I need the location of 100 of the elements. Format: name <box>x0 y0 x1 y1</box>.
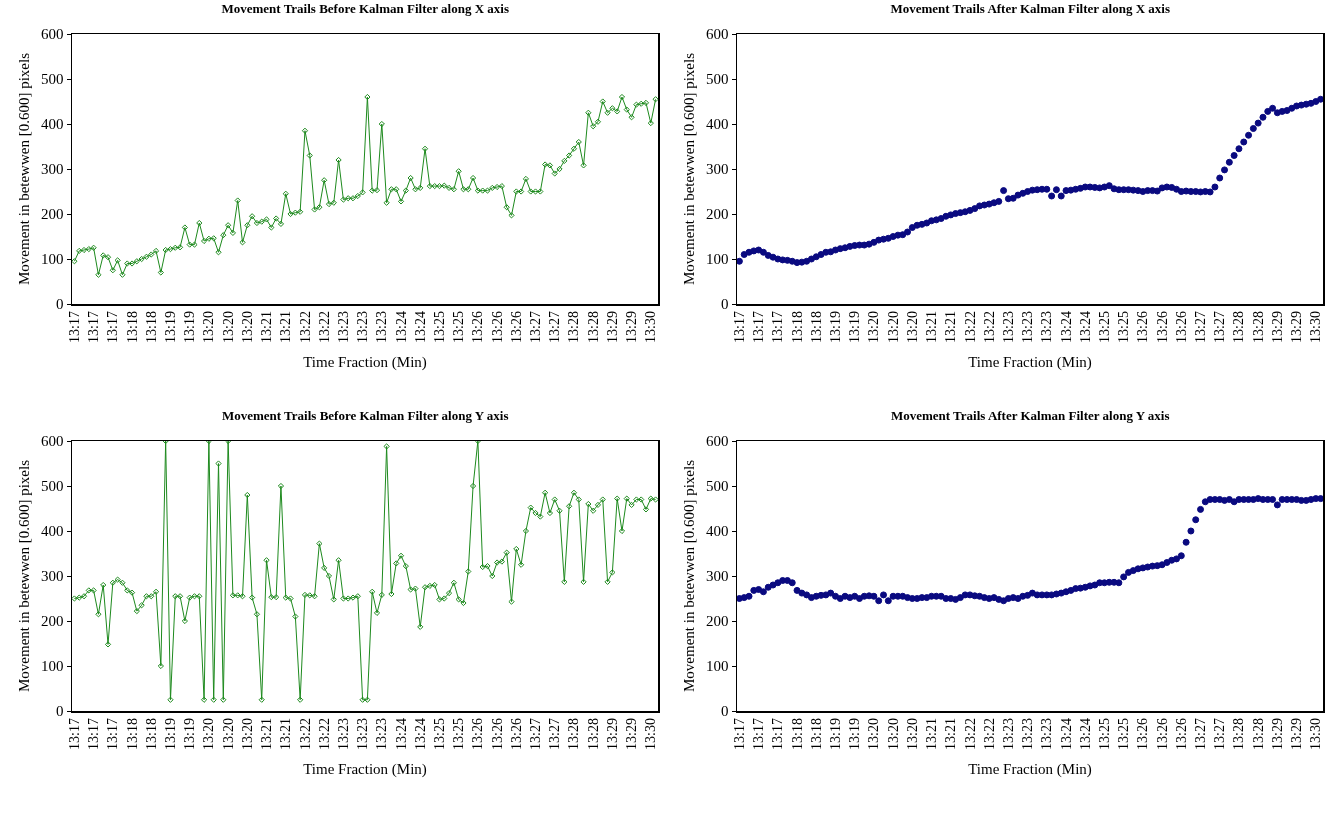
y-tick-label: 0 <box>56 296 64 313</box>
x-tick-label: 13:23 <box>335 718 351 750</box>
x-tick-label: 13:26 <box>1173 311 1189 343</box>
x-tick-label: 13:22 <box>981 718 997 750</box>
x-tick-label: 13:17 <box>86 718 102 750</box>
y-axis-title: Movement in betewwen [0.600] pixels <box>680 52 697 286</box>
x-tick-label: 13:29 <box>604 718 620 750</box>
x-tick-label: 13:20 <box>239 718 255 750</box>
x-tick-label: 13:30 <box>643 718 659 750</box>
x-tick-label: 13:20 <box>866 718 882 750</box>
x-tick-label: 13:20 <box>866 311 882 343</box>
y-axis-title: Movement in betewwen [0.600] pixels <box>15 52 32 286</box>
y-tick-label: 0 <box>721 296 729 313</box>
x-tick-label: 13:26 <box>1154 311 1170 343</box>
chart-title: Movement Trails Before Kalman Filter along Y axis <box>221 408 509 424</box>
y-tick-label: 400 <box>706 116 729 133</box>
y-tick-label: 500 <box>706 478 729 495</box>
x-tick-label: 13:28 <box>1231 718 1247 750</box>
x-tick-label: 13:24 <box>1077 718 1093 750</box>
y-tick-label: 400 <box>41 116 64 133</box>
y-tick-label: 500 <box>41 478 64 495</box>
x-tick-label: 13:29 <box>1289 311 1305 343</box>
x-tick-label: 13:22 <box>962 311 978 343</box>
x-tick-label: 13:26 <box>1154 718 1170 750</box>
x-tick-label: 13:21 <box>943 311 959 343</box>
y-tick-label: 300 <box>41 161 64 178</box>
x-tick-label: 13:30 <box>1308 311 1324 343</box>
x-tick-label: 13:27 <box>1212 718 1228 750</box>
chart-title: Movement Trails After Kalman Filter along X axis <box>890 1 1170 17</box>
y-tick-label: 500 <box>41 71 64 88</box>
x-tick-label: 13:24 <box>393 311 409 343</box>
x-tick-label: 13:19 <box>847 718 863 750</box>
x-tick-label: 13:23 <box>374 311 390 343</box>
x-tick-label: 13:30 <box>643 311 659 343</box>
x-tick-label: 13:20 <box>220 718 236 750</box>
x-tick-label: 13:24 <box>1058 311 1074 343</box>
x-tick-label: 13:20 <box>239 311 255 343</box>
x-tick-label: 13:28 <box>585 311 601 343</box>
y-tick-label: 600 <box>706 433 729 450</box>
x-tick-label: 13:26 <box>470 718 486 750</box>
x-tick-label: 13:18 <box>143 311 159 343</box>
x-tick-label: 13:27 <box>528 718 544 750</box>
x-tick-label: 13:18 <box>789 718 805 750</box>
y-tick-label: 100 <box>706 251 729 268</box>
y-tick-label: 200 <box>41 613 64 630</box>
x-axis-title: Time Fraction (Min) <box>968 760 1092 778</box>
x-tick-label: 13:19 <box>828 311 844 343</box>
y-tick-label: 200 <box>706 206 729 223</box>
x-tick-label: 13:27 <box>1212 311 1228 343</box>
x-axis-title: Time Fraction (Min) <box>303 760 427 778</box>
y-tick-label: 200 <box>41 206 64 223</box>
x-tick-label: 13:23 <box>355 718 371 750</box>
x-tick-label: 13:23 <box>1020 311 1036 343</box>
x-tick-label: 13:18 <box>124 311 140 343</box>
x-tick-label: 13:23 <box>1020 718 1036 750</box>
x-tick-label: 13:29 <box>624 718 640 750</box>
x-tick-label: 13:20 <box>201 311 217 343</box>
x-tick-label: 13:18 <box>143 718 159 750</box>
x-tick-label: 13:22 <box>297 718 313 750</box>
x-tick-label: 13:20 <box>904 311 920 343</box>
x-tick-label: 13:25 <box>1116 718 1132 750</box>
x-tick-label: 13:17 <box>770 718 786 750</box>
x-tick-label: 13:18 <box>124 718 140 750</box>
x-tick-label: 13:17 <box>66 311 82 343</box>
x-tick-label: 13:21 <box>259 718 275 750</box>
x-tick-label: 13:23 <box>335 311 351 343</box>
y-tick-label: 600 <box>706 26 729 43</box>
x-tick-label: 13:18 <box>808 311 824 343</box>
x-tick-label: 13:21 <box>924 311 940 343</box>
x-tick-label: 13:26 <box>508 718 524 750</box>
x-tick-label: 13:25 <box>451 718 467 750</box>
x-tick-label: 13:29 <box>1269 311 1285 343</box>
x-tick-label: 13:28 <box>585 718 601 750</box>
y-tick-label: 100 <box>41 658 64 675</box>
x-tick-label: 13:17 <box>731 311 747 343</box>
x-tick-label: 13:24 <box>393 718 409 750</box>
chart-title: Movement Trails Before Kalman Filter along X axis <box>221 1 509 17</box>
x-tick-label: 13:17 <box>751 311 767 343</box>
y-tick-label: 0 <box>721 703 729 720</box>
x-tick-label: 13:26 <box>489 311 505 343</box>
x-tick-label: 13:23 <box>355 311 371 343</box>
x-tick-label: 13:27 <box>528 311 544 343</box>
y-tick-label: 400 <box>41 523 64 540</box>
x-tick-label: 13:17 <box>105 718 121 750</box>
x-tick-label: 13:17 <box>770 311 786 343</box>
x-tick-label: 13:20 <box>885 311 901 343</box>
x-tick-label: 13:19 <box>847 311 863 343</box>
x-tick-label: 13:28 <box>1231 311 1247 343</box>
x-tick-label: 13:25 <box>451 311 467 343</box>
x-tick-label: 13:20 <box>220 311 236 343</box>
x-tick-label: 13:27 <box>1193 718 1209 750</box>
x-tick-label: 13:26 <box>1173 718 1189 750</box>
x-axis-title: Time Fraction (Min) <box>968 353 1092 371</box>
x-tick-label: 13:21 <box>278 718 294 750</box>
y-tick-label: 0 <box>56 703 64 720</box>
x-tick-label: 13:22 <box>316 311 332 343</box>
x-tick-label: 13:17 <box>731 718 747 750</box>
x-tick-label: 13:17 <box>86 311 102 343</box>
x-tick-label: 13:26 <box>508 311 524 343</box>
x-tick-label: 13:21 <box>924 718 940 750</box>
